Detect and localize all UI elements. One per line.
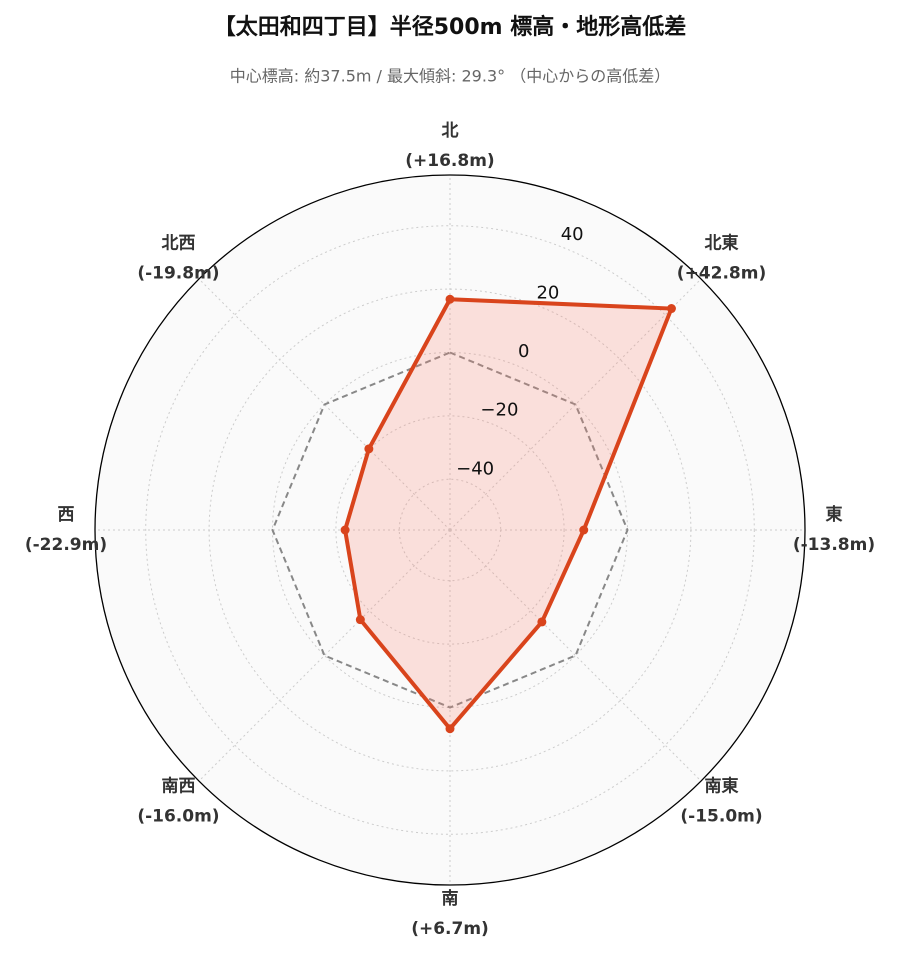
r-tick-label: 20 [536,283,559,304]
category-value-label: (-19.8m) [137,263,219,283]
category-value-label: (+42.8m) [677,263,766,283]
data-point [355,615,365,625]
grid-circle [335,415,565,645]
chart-title: 【太田和四丁目】半径500m 標高・地形高低差 [214,14,687,40]
data-point [666,304,676,314]
category-label: 北西 [161,233,195,253]
category-value-label: (+6.7m) [411,919,489,939]
data-point [537,617,547,627]
category-value-label: (-22.9m) [25,535,107,555]
spoke [198,529,451,782]
data-point [364,444,374,454]
category-value-label: (+16.8m) [405,151,494,171]
category-label: 北 [442,121,459,141]
spoke [198,278,451,531]
category-label: 南東 [705,776,739,797]
r-tick-label: 40 [561,224,584,245]
category-label: 東 [826,504,843,525]
spoke [449,278,702,531]
spoke [449,529,702,782]
category-label: 西 [58,505,75,525]
category-value-label: (-15.0m) [680,807,762,827]
r-tick-label: −20 [480,400,518,421]
data-point [445,294,455,304]
data-point [579,525,589,535]
data-point [340,525,350,535]
r-tick-label: 0 [518,341,529,362]
r-tick-label: −40 [456,458,494,479]
category-label: 南 [442,888,459,909]
chart-subtitle: 中心標高: 約37.5m / 最大傾斜: 29.3° （中心からの高低差） [230,67,670,86]
category-label: 北東 [705,232,739,253]
category-value-label: (-13.8m) [793,535,875,555]
data-point [445,724,455,734]
category-value-label: (-16.0m) [137,807,219,827]
grid-circle [145,225,755,835]
reference-line [271,351,629,709]
category-label: 南西 [161,776,195,797]
plot-border [94,174,806,886]
